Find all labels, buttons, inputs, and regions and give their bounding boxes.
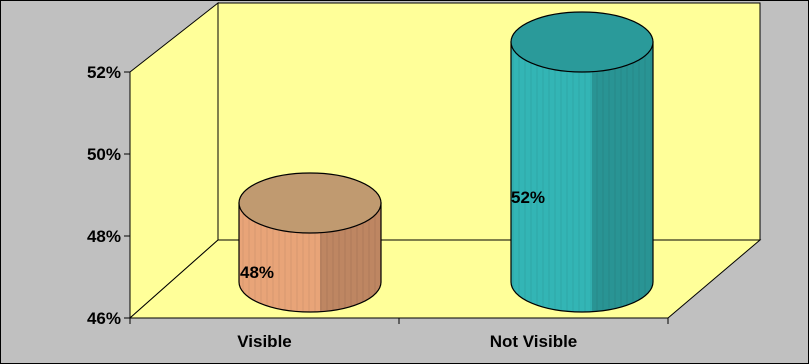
bar: 48% <box>238 172 382 313</box>
x-tick-label: Not Visible <box>490 332 578 351</box>
plot-floor <box>128 239 762 319</box>
y-tick-label: 50% <box>87 145 121 164</box>
y-tick-label: 46% <box>87 309 121 328</box>
y-tick-label: 48% <box>87 227 121 246</box>
data-label: 52% <box>511 188 545 207</box>
data-label: 48% <box>240 263 274 282</box>
bars: 48% 52% <box>238 11 654 313</box>
y-axis-ticks: 46% 48% 50% 52% <box>87 63 130 328</box>
bar: 52% <box>510 11 654 313</box>
y-tick-label: 52% <box>87 63 121 82</box>
x-axis-ticks: Visible Not Visible <box>129 318 669 351</box>
x-tick-label: Visible <box>237 332 292 351</box>
